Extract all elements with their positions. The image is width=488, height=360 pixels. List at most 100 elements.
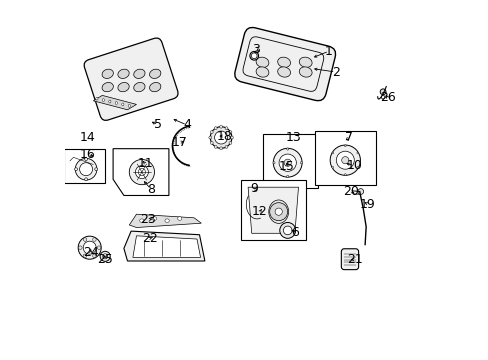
Circle shape <box>341 157 348 164</box>
Circle shape <box>138 168 145 176</box>
Ellipse shape <box>251 53 257 59</box>
Ellipse shape <box>118 82 129 92</box>
Circle shape <box>275 208 282 215</box>
Circle shape <box>230 136 233 139</box>
Ellipse shape <box>102 69 113 78</box>
Ellipse shape <box>356 152 358 154</box>
Ellipse shape <box>286 175 288 177</box>
Circle shape <box>79 246 82 249</box>
Ellipse shape <box>177 217 182 220</box>
Ellipse shape <box>272 162 275 164</box>
Circle shape <box>284 159 291 166</box>
Ellipse shape <box>102 99 104 102</box>
Circle shape <box>78 236 101 259</box>
Circle shape <box>381 95 384 99</box>
Polygon shape <box>262 134 318 188</box>
Text: 24: 24 <box>83 246 99 259</box>
Ellipse shape <box>133 69 145 78</box>
Circle shape <box>102 254 107 259</box>
Text: 7: 7 <box>344 131 352 144</box>
Circle shape <box>83 254 87 258</box>
Text: 6: 6 <box>290 226 298 239</box>
Circle shape <box>100 251 110 261</box>
Text: 16: 16 <box>80 148 96 161</box>
Text: 3: 3 <box>252 43 260 56</box>
Text: 21: 21 <box>347 253 363 266</box>
Text: 17: 17 <box>171 136 187 149</box>
Text: 11: 11 <box>137 157 153 170</box>
Circle shape <box>224 145 227 148</box>
Circle shape <box>357 189 363 194</box>
FancyBboxPatch shape <box>234 27 335 101</box>
Circle shape <box>214 131 227 144</box>
Text: 14: 14 <box>80 131 96 144</box>
Circle shape <box>83 238 87 241</box>
Text: 4: 4 <box>183 118 190 131</box>
Circle shape <box>129 159 154 185</box>
Circle shape <box>219 125 222 128</box>
FancyBboxPatch shape <box>341 249 358 270</box>
Circle shape <box>210 141 213 144</box>
Circle shape <box>97 246 101 249</box>
Ellipse shape <box>164 219 169 222</box>
Circle shape <box>336 151 354 169</box>
Ellipse shape <box>344 174 346 176</box>
Ellipse shape <box>149 69 161 78</box>
Text: 19: 19 <box>359 198 375 211</box>
Ellipse shape <box>96 97 98 100</box>
Ellipse shape <box>118 69 129 78</box>
Polygon shape <box>247 187 298 233</box>
Polygon shape <box>129 214 201 228</box>
Circle shape <box>92 254 96 258</box>
Text: 5: 5 <box>154 118 162 131</box>
Ellipse shape <box>149 82 161 92</box>
Polygon shape <box>123 231 204 261</box>
Text: 2: 2 <box>331 66 339 78</box>
Ellipse shape <box>331 166 333 168</box>
Circle shape <box>228 141 231 144</box>
Ellipse shape <box>331 152 333 154</box>
Text: 18: 18 <box>216 130 232 143</box>
Ellipse shape <box>299 67 311 77</box>
Ellipse shape <box>84 158 87 161</box>
Ellipse shape <box>256 67 268 77</box>
Ellipse shape <box>356 166 358 168</box>
Circle shape <box>214 145 217 148</box>
Text: 10: 10 <box>346 159 362 172</box>
Circle shape <box>224 127 227 130</box>
Ellipse shape <box>75 168 77 171</box>
Ellipse shape <box>133 82 145 92</box>
Text: 26: 26 <box>379 91 395 104</box>
Ellipse shape <box>102 82 113 92</box>
Text: 22: 22 <box>142 232 157 245</box>
Ellipse shape <box>277 67 290 77</box>
Circle shape <box>279 154 296 171</box>
Polygon shape <box>93 95 136 110</box>
Ellipse shape <box>299 57 311 67</box>
Ellipse shape <box>277 57 290 67</box>
Text: 23: 23 <box>140 213 156 226</box>
Text: 15: 15 <box>279 160 294 173</box>
Text: 8: 8 <box>146 183 155 195</box>
Ellipse shape <box>140 219 144 222</box>
Ellipse shape <box>128 104 130 107</box>
Polygon shape <box>314 131 375 185</box>
Circle shape <box>283 226 291 235</box>
Circle shape <box>329 145 360 175</box>
Text: 25: 25 <box>97 253 113 266</box>
Text: 12: 12 <box>252 205 267 218</box>
Ellipse shape <box>108 100 111 103</box>
Ellipse shape <box>95 168 98 171</box>
Circle shape <box>279 222 295 238</box>
Ellipse shape <box>300 162 302 164</box>
Circle shape <box>380 89 385 95</box>
Text: 13: 13 <box>285 131 300 144</box>
Text: 20: 20 <box>342 185 358 198</box>
Ellipse shape <box>84 178 87 181</box>
Text: 1: 1 <box>325 45 332 58</box>
Polygon shape <box>113 149 168 195</box>
Circle shape <box>214 127 217 130</box>
Circle shape <box>273 148 302 177</box>
Bar <box>63 149 105 184</box>
Ellipse shape <box>286 148 288 150</box>
